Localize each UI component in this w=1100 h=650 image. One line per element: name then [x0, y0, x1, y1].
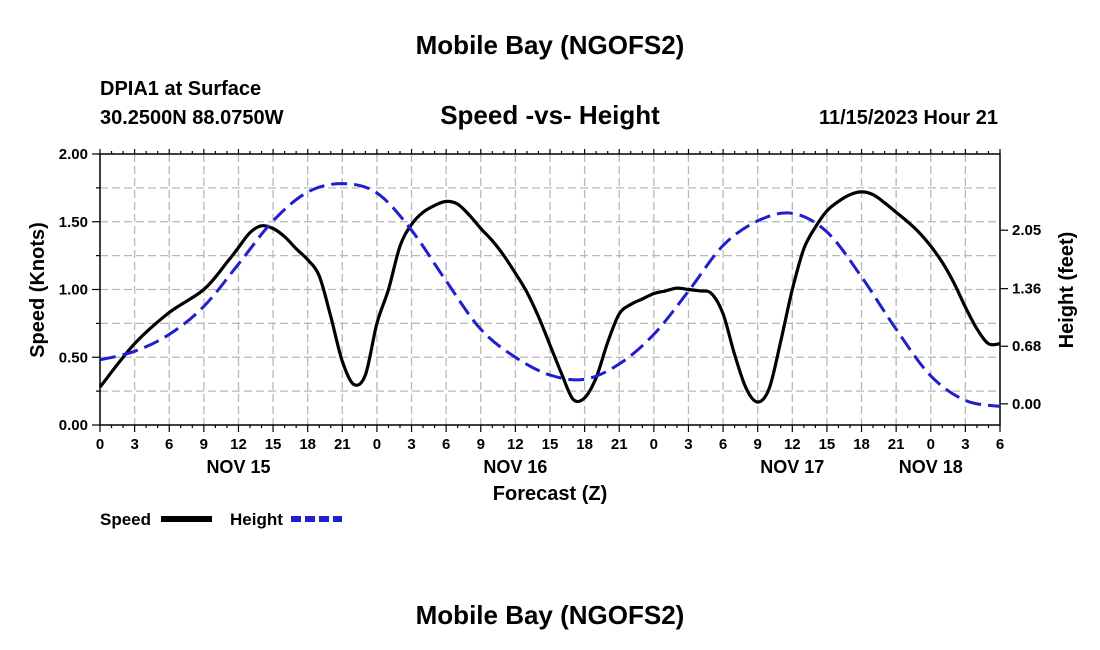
x-tick-label: 15	[542, 436, 559, 453]
legend-speed-label: Speed	[100, 510, 151, 529]
x-tick-label: 0	[373, 436, 381, 453]
day-label: NOV 18	[899, 457, 963, 477]
left-axis-label: Speed (Knots)	[27, 222, 49, 358]
x-axis-label: Forecast (Z)	[493, 483, 607, 505]
station-label: DPIA1 at Surface	[100, 78, 261, 100]
datetime-label: 11/15/2023 Hour 21	[819, 107, 998, 129]
x-tick-label: 18	[576, 436, 593, 453]
right-tick-label: 0.68	[1012, 338, 1041, 355]
x-tick-label: 3	[407, 436, 415, 453]
x-tick-label: 12	[507, 436, 524, 453]
day-label: NOV 15	[206, 457, 270, 477]
x-tick-label: 6	[165, 436, 173, 453]
x-tick-label: 21	[611, 436, 628, 453]
legend-height-label: Height	[230, 510, 283, 529]
x-tick-label: 15	[819, 436, 836, 453]
x-tick-label: 9	[200, 436, 208, 453]
bottom-title: Mobile Bay (NGOFS2)	[416, 600, 685, 630]
right-tick-label: 0.00	[1012, 396, 1041, 413]
right-tick-label: 1.36	[1012, 281, 1041, 298]
x-tick-label: 21	[334, 436, 351, 453]
left-tick-label: 0.50	[59, 349, 88, 366]
x-tick-label: 12	[784, 436, 801, 453]
top-title: Mobile Bay (NGOFS2)	[416, 30, 685, 60]
series-line-height	[99, 182, 1001, 408]
grid-lines	[100, 154, 1000, 425]
left-tick-label: 0.00	[59, 417, 88, 434]
x-tick-label: 0	[650, 436, 658, 453]
right-tick-label: 2.05	[1012, 222, 1041, 239]
x-tick-label: 3	[130, 436, 138, 453]
x-tick-label: 0	[96, 436, 104, 453]
x-tick-label: 6	[719, 436, 727, 453]
right-axis-label: Height (feet)	[1056, 232, 1078, 349]
x-tick-label: 6	[442, 436, 450, 453]
left-axis-ticks: 0.00 0.50 1.00 1.50 2.00	[59, 146, 100, 434]
x-tick-label: 6	[996, 436, 1004, 453]
left-tick-label: 1.00	[59, 282, 88, 299]
x-tick-label: 18	[853, 436, 870, 453]
x-tick-label: 15	[265, 436, 282, 453]
x-tick-label: 21	[888, 436, 905, 453]
x-tick-label: 3	[961, 436, 969, 453]
x-tick-label: 0	[927, 436, 935, 453]
day-label: NOV 16	[483, 457, 547, 477]
chart-title: Speed -vs- Height	[440, 100, 660, 130]
day-labels: NOV 15 NOV 16 NOV 17 NOV 18	[206, 457, 962, 477]
right-axis-ticks: 0.00 0.68 1.36 2.05	[1000, 222, 1041, 413]
left-tick-label: 2.00	[59, 146, 88, 163]
x-tick-label: 9	[754, 436, 762, 453]
x-tick-label: 3	[684, 436, 692, 453]
location-label: 30.2500N 88.0750W	[100, 107, 284, 129]
series-layer	[98, 182, 1001, 408]
x-axis-ticks: 0 3 6 9 12 15 18 21 0 3 6 9 12 15 18 21 0 3 6 9 12 15 18 21 0 3 6	[96, 149, 1004, 453]
legend: Speed Height	[100, 510, 342, 529]
x-tick-label: 18	[299, 436, 316, 453]
day-label: NOV 17	[760, 457, 824, 477]
series-line-speed	[98, 190, 1001, 404]
x-tick-label: 9	[477, 436, 485, 453]
left-tick-label: 1.50	[59, 214, 88, 231]
x-tick-label: 12	[230, 436, 247, 453]
